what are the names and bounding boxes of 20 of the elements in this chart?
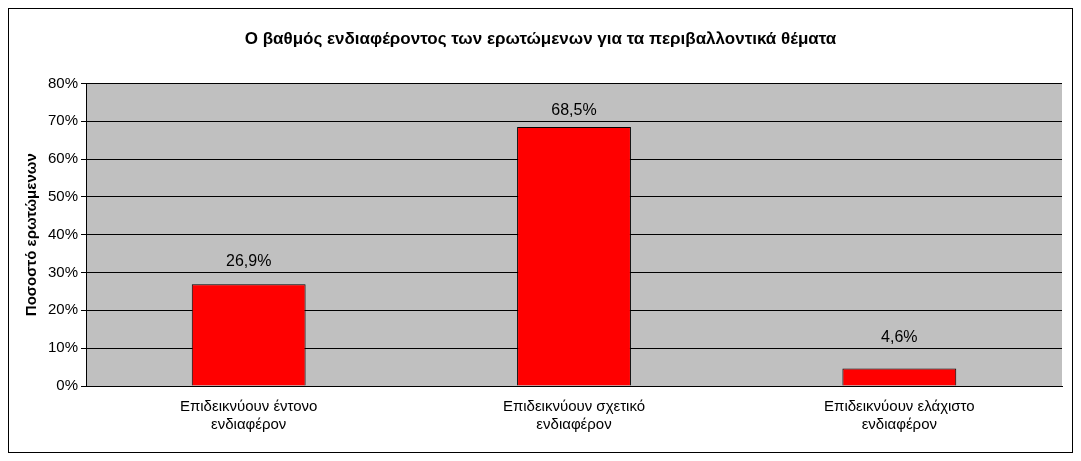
y-tick-label: 70% [47,111,79,129]
y-tick-label: 0% [56,376,79,394]
y-tick-label: 40% [47,224,79,242]
category-label: ενδιαφέρον [536,415,612,433]
data-label: 26,9% [226,251,272,269]
y-tick-label: 20% [47,300,79,318]
category-label: ενδιαφέρον [861,415,938,433]
data-label: 4,6% [881,327,918,345]
y-tick-label: 30% [47,262,79,280]
category-label: Επιδεικνύουν ελάχιστο [824,397,975,415]
y-tick-label: 80% [47,73,79,91]
y-tick-label: 10% [47,338,79,356]
category-label: Επιδεικνύουν έντονο [179,397,318,415]
y-axis-title: Ποσοστό ερωτώμενων [22,153,40,317]
category-label: Επιδεικνύουν σχετικό [502,397,646,415]
y-tick-label: 60% [47,149,79,167]
category-label: ενδιαφέρον [211,415,287,433]
data-label: 68,5% [551,100,597,118]
y-tick-label: 50% [47,187,79,205]
chart-title: Ο βαθμός ενδιαφέροντος των ερωτώμενων για τα περιβαλλοντικά θέματα [244,28,837,48]
